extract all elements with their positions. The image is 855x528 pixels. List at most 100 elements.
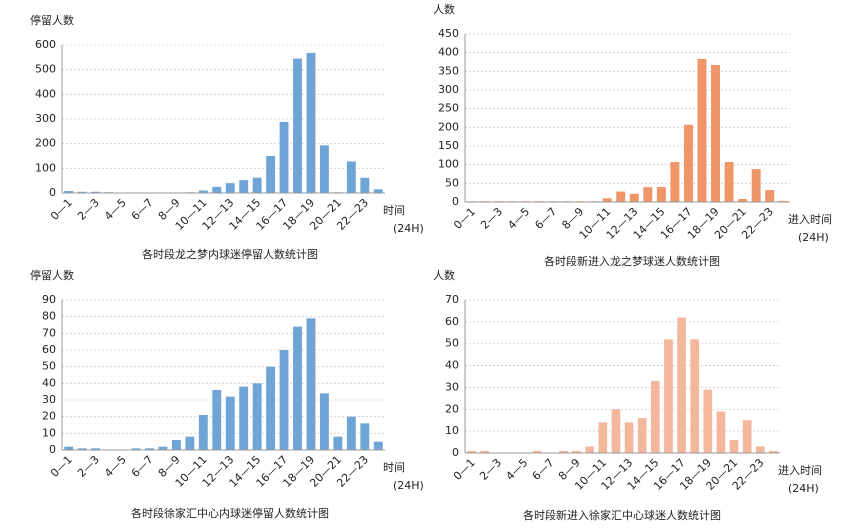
y-tick-label: 80: [42, 310, 56, 323]
bar: [716, 411, 726, 453]
bar: [77, 191, 87, 193]
bar: [77, 448, 87, 450]
bar: [252, 177, 262, 193]
bar: [145, 448, 154, 450]
y-tick-label: 0: [452, 446, 459, 459]
bar: [360, 423, 370, 450]
bar: [319, 393, 329, 450]
y-tick-label: 10: [445, 424, 459, 437]
y-tick-label: 90: [42, 293, 56, 306]
x-tick-label: 4—5: [503, 456, 530, 483]
y-tick-label: 450: [438, 27, 459, 40]
bar: [266, 366, 276, 450]
bar: [697, 59, 707, 202]
bar: [373, 441, 383, 450]
y-tick-label: 20: [445, 402, 459, 415]
x-tick-label: 0—1: [451, 456, 478, 483]
bar: [64, 446, 74, 450]
x-axis-unit: (24H): [393, 479, 424, 492]
x-tick-label: 0—1: [48, 196, 75, 223]
bar: [755, 446, 765, 453]
x-tick-label: 6—7: [129, 453, 156, 480]
bar: [373, 189, 383, 193]
y-axis-label: 人数: [433, 269, 455, 282]
bar: [765, 190, 775, 202]
chart-title: 各时段徐家汇中心内球迷停留人数统计图: [131, 506, 329, 520]
x-tick-label: 0—1: [48, 453, 75, 480]
y-tick-label: 70: [445, 293, 459, 306]
bar: [225, 396, 235, 450]
x-axis-label: 进入时间: [778, 464, 822, 477]
bar: [711, 64, 720, 202]
bar: [293, 326, 302, 450]
y-tick-label: 400: [35, 87, 56, 100]
bar: [225, 183, 235, 193]
bar: [629, 193, 639, 202]
y-tick-label: 10: [42, 426, 56, 439]
y-tick-label: 150: [438, 139, 459, 152]
x-tick-label: 4—5: [102, 453, 129, 480]
bar: [751, 169, 761, 202]
y-tick-label: 70: [42, 326, 56, 339]
y-tick-label: 0: [49, 443, 56, 456]
x-tick-label: 2—3: [75, 453, 102, 480]
x-axis-label: 时间: [383, 461, 405, 474]
x-axis-label: 进入时间: [788, 213, 832, 226]
y-tick-label: 50: [445, 337, 459, 350]
bar: [683, 124, 693, 202]
y-tick-label: 60: [42, 343, 56, 356]
bar: [91, 191, 101, 193]
bar: [346, 416, 356, 450]
bar: [769, 450, 778, 453]
bar: [585, 446, 595, 453]
bar: [185, 436, 195, 450]
y-axis-label: 停留人数: [30, 268, 74, 282]
bar: [690, 339, 700, 453]
x-tick-label: 6—7: [129, 196, 156, 223]
bar: [266, 156, 276, 193]
bar: [729, 439, 739, 453]
bar: [360, 177, 370, 193]
chart-title: 各时段新进入龙之梦球迷人数统计图: [544, 254, 720, 268]
y-tick-label: 200: [35, 137, 56, 150]
y-tick-label: 500: [35, 63, 56, 76]
bar: [532, 450, 542, 453]
bar: [239, 180, 249, 193]
bar: [738, 199, 748, 202]
x-tick-label: 0—1: [451, 205, 478, 232]
y-axis-label: 人数: [433, 3, 455, 16]
y-tick-label: 200: [438, 120, 459, 133]
bar: [677, 317, 686, 453]
y-tick-label: 0: [49, 186, 56, 199]
bar: [611, 409, 621, 453]
bar: [198, 190, 208, 193]
y-tick-label: 20: [42, 410, 56, 423]
x-axis-label: 时间: [383, 204, 405, 217]
y-tick-label: 350: [438, 64, 459, 77]
bar: [643, 187, 653, 202]
bar: [637, 418, 647, 453]
bar: [306, 52, 316, 193]
y-tick-label: 40: [445, 359, 459, 372]
bar: [319, 145, 329, 193]
bar: [131, 448, 141, 450]
bar: [346, 161, 356, 193]
chart-title: 各时段龙之梦内球迷停留人数统计图: [142, 247, 318, 261]
bar: [467, 450, 476, 453]
bar: [293, 58, 302, 193]
x-tick-label: 6—7: [532, 205, 559, 232]
bar: [598, 422, 608, 453]
bar: [480, 450, 490, 453]
bar: [664, 339, 673, 453]
y-tick-label: 50: [42, 360, 56, 373]
bar: [778, 200, 788, 202]
bar: [572, 450, 581, 453]
bar: [158, 446, 168, 450]
bar: [333, 436, 343, 450]
y-tick-label: 30: [42, 393, 56, 406]
bar: [91, 448, 101, 450]
bar: [602, 198, 612, 202]
bar: [559, 450, 568, 453]
x-tick-label: 2—3: [478, 205, 505, 232]
